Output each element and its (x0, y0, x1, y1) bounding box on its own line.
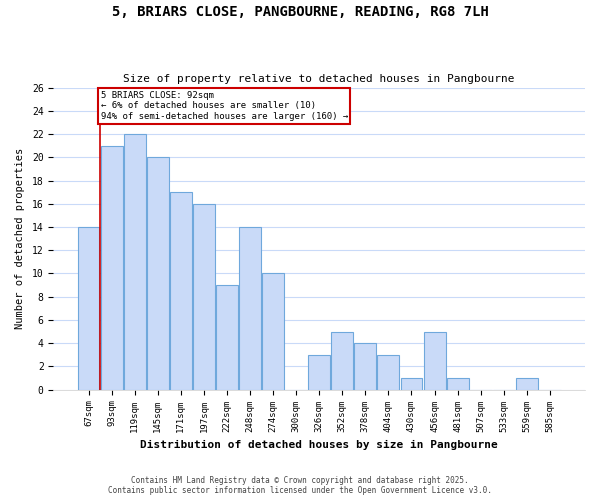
Bar (262, 274, 284, 390)
Text: 5 BRIARS CLOSE: 92sqm
← 6% of detached houses are smaller (10)
94% of semi-detac: 5 BRIARS CLOSE: 92sqm ← 6% of detached h… (101, 91, 348, 121)
Bar (77, 227, 100, 390)
Bar (124, 134, 146, 390)
Bar (193, 204, 215, 390)
Text: 5, BRIARS CLOSE, PANGBOURNE, READING, RG8 7LH: 5, BRIARS CLOSE, PANGBOURNE, READING, RG… (112, 5, 488, 19)
X-axis label: Distribution of detached houses by size in Pangbourne: Distribution of detached houses by size … (140, 440, 498, 450)
Bar (516, 378, 538, 390)
Bar (424, 332, 446, 390)
Bar (355, 343, 376, 390)
Bar (308, 355, 330, 390)
Bar (331, 332, 353, 390)
Bar (216, 285, 238, 390)
Y-axis label: Number of detached properties: Number of detached properties (15, 148, 25, 329)
Bar (377, 355, 400, 390)
Bar (147, 158, 169, 390)
Bar (446, 378, 469, 390)
Bar (239, 227, 261, 390)
Bar (401, 378, 422, 390)
Title: Size of property relative to detached houses in Pangbourne: Size of property relative to detached ho… (124, 74, 515, 84)
Bar (101, 146, 122, 390)
Bar (170, 192, 192, 390)
Text: Contains HM Land Registry data © Crown copyright and database right 2025.
Contai: Contains HM Land Registry data © Crown c… (108, 476, 492, 495)
